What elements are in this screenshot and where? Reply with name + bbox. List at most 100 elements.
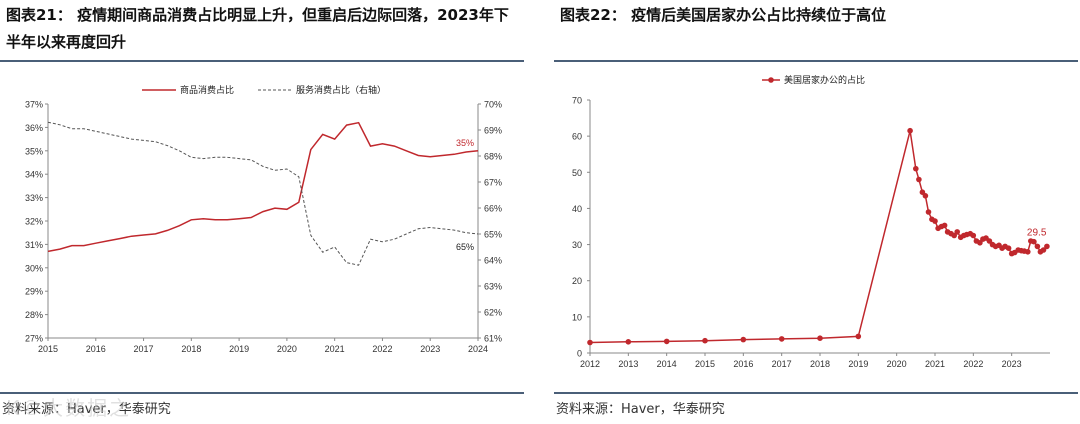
x-tick-label: 2013 bbox=[618, 359, 638, 369]
data-point bbox=[954, 229, 960, 235]
data-point bbox=[1040, 247, 1047, 253]
x-tick-label: 2016 bbox=[86, 344, 106, 354]
x-tick-label: 2012 bbox=[580, 359, 600, 369]
y-tick-label-left: 29% bbox=[25, 287, 43, 297]
x-tick-label: 2020 bbox=[887, 359, 907, 369]
source-divider bbox=[554, 392, 1078, 394]
x-tick-label: 2018 bbox=[810, 359, 830, 369]
data-point bbox=[1031, 238, 1037, 245]
y-tick-label: 20 bbox=[572, 276, 582, 286]
watermark-logo: K©大数据之 bbox=[6, 396, 132, 420]
x-tick-label: 2023 bbox=[420, 344, 440, 354]
x-tick-label: 2019 bbox=[229, 344, 249, 354]
chart-panel-22: 图表22： 疫情后美国居家办公占比持续位于高位 0 10 20 30 40 50 60 70 2… bbox=[554, 0, 1080, 424]
series-line-remote-work bbox=[589, 130, 1048, 344]
legend-label: 美国居家办公的占比 bbox=[784, 74, 865, 85]
data-point bbox=[1025, 249, 1031, 255]
legend: 商品消费占比 服务消费占比（右轴） bbox=[142, 84, 386, 95]
x-tick-label: 2014 bbox=[657, 359, 677, 369]
series-end-label: 29.5 bbox=[1027, 227, 1047, 238]
y-tick-label-right: 63% bbox=[484, 282, 502, 292]
data-point bbox=[855, 333, 862, 340]
data-point bbox=[925, 209, 932, 215]
y-tick-label-left: 30% bbox=[25, 263, 43, 273]
data-point bbox=[817, 335, 823, 342]
chart-22-plot: 0 10 20 30 40 50 60 70 2012 2013 2014 2015 2016 2017 2… bbox=[572, 74, 1050, 369]
y-tick-label-right: 67% bbox=[484, 178, 502, 188]
chart-source: 资料来源：Haver，华泰研究 bbox=[556, 402, 725, 417]
y-tick-label-right: 64% bbox=[484, 256, 502, 266]
data-point bbox=[1044, 243, 1050, 250]
y-tick-label-right: 66% bbox=[484, 204, 502, 214]
chart-source: 资料来源：Haver，华泰研究 bbox=[2, 402, 171, 417]
y-tick-label-left: 28% bbox=[25, 310, 43, 320]
chart-title: 图表22： 疫情后美国居家办公占比持续位于高位 bbox=[560, 6, 887, 24]
data-point bbox=[1034, 243, 1041, 250]
data-point bbox=[663, 338, 670, 345]
y-tick-label-left: 37% bbox=[25, 100, 43, 110]
y-tick-label: 40 bbox=[572, 204, 582, 214]
data-point bbox=[913, 165, 919, 172]
y-tick-label-left: 27% bbox=[25, 334, 43, 344]
data-point bbox=[625, 339, 632, 345]
x-tick-label: 2022 bbox=[963, 359, 983, 369]
x-tick-label: 2016 bbox=[733, 359, 753, 369]
y-tick-label-right: 61% bbox=[484, 334, 502, 344]
data-point bbox=[977, 240, 983, 246]
chart-title: 图表21： 疫情期间商品消费占比明显上升，但重启后边际回落，2023年下半年以来… bbox=[6, 6, 509, 51]
series-line-goods bbox=[47, 121, 479, 253]
data-point bbox=[932, 218, 938, 224]
y-tick-label-left: 31% bbox=[25, 240, 43, 250]
legend-label-goods: 商品消费占比 bbox=[180, 84, 234, 95]
x-tick-label: 2018 bbox=[181, 344, 201, 354]
y-tick-label: 0 bbox=[577, 349, 582, 359]
series-end-label: 35% bbox=[456, 138, 474, 148]
legend: 美国居家办公的占比 bbox=[762, 74, 865, 85]
x-tick-label: 2020 bbox=[277, 344, 297, 354]
chart-panel-21: 图表21： 疫情期间商品消费占比明显上升，但重启后边际回落，2023年下半年以来… bbox=[0, 0, 526, 424]
y-tick-label: 60 bbox=[572, 132, 582, 142]
data-point bbox=[1005, 245, 1012, 251]
y-tick-label-right: 65% bbox=[484, 230, 502, 240]
title-divider bbox=[0, 60, 524, 62]
source-divider bbox=[0, 392, 524, 394]
data-point bbox=[941, 222, 948, 229]
x-tick-label: 2024 bbox=[468, 344, 488, 354]
x-tick-label: 2023 bbox=[1002, 359, 1022, 369]
y-tick-label-left: 35% bbox=[25, 146, 43, 156]
y-tick-label-left: 32% bbox=[25, 217, 43, 227]
data-point bbox=[907, 127, 913, 134]
series-end-label: 65% bbox=[456, 242, 474, 252]
x-tick-label: 2015 bbox=[695, 359, 715, 369]
x-tick-label: 2017 bbox=[134, 344, 154, 354]
data-point bbox=[740, 336, 747, 343]
y-tick-label-right: 62% bbox=[484, 308, 502, 318]
series-line-services bbox=[47, 121, 479, 266]
data-point bbox=[922, 193, 929, 199]
x-tick-label: 2015 bbox=[38, 344, 58, 354]
x-tick-label: 2021 bbox=[925, 359, 945, 369]
y-tick-label-left: 34% bbox=[25, 170, 43, 180]
legend-label-services: 服务消费占比（右轴） bbox=[296, 84, 386, 95]
y-tick-label-right: 69% bbox=[484, 126, 502, 136]
y-tick-label: 70 bbox=[572, 96, 582, 106]
x-tick-label: 2021 bbox=[325, 344, 345, 354]
y-tick-label-left: 33% bbox=[25, 193, 43, 203]
data-point bbox=[702, 337, 708, 344]
x-tick-label: 2017 bbox=[772, 359, 792, 369]
y-tick-label-left: 36% bbox=[25, 123, 43, 133]
data-point bbox=[778, 336, 785, 342]
x-tick-label: 2019 bbox=[848, 359, 868, 369]
y-tick-label: 50 bbox=[572, 168, 582, 178]
data-point bbox=[916, 176, 922, 183]
chart-21-plot: 27% 28% 29% 30% 31% 32% 33% 34% 35% 36% 37% 61% 62% 6… bbox=[25, 84, 502, 354]
data-point bbox=[587, 339, 593, 346]
y-tick-label-right: 68% bbox=[484, 152, 502, 162]
legend-swatch-marker bbox=[768, 77, 774, 83]
x-tick-label: 2022 bbox=[372, 344, 392, 354]
y-tick-label-right: 70% bbox=[484, 100, 502, 110]
title-divider bbox=[554, 60, 1078, 62]
y-tick-label: 10 bbox=[572, 312, 582, 322]
y-tick-label: 30 bbox=[572, 240, 582, 250]
data-point bbox=[970, 232, 977, 239]
